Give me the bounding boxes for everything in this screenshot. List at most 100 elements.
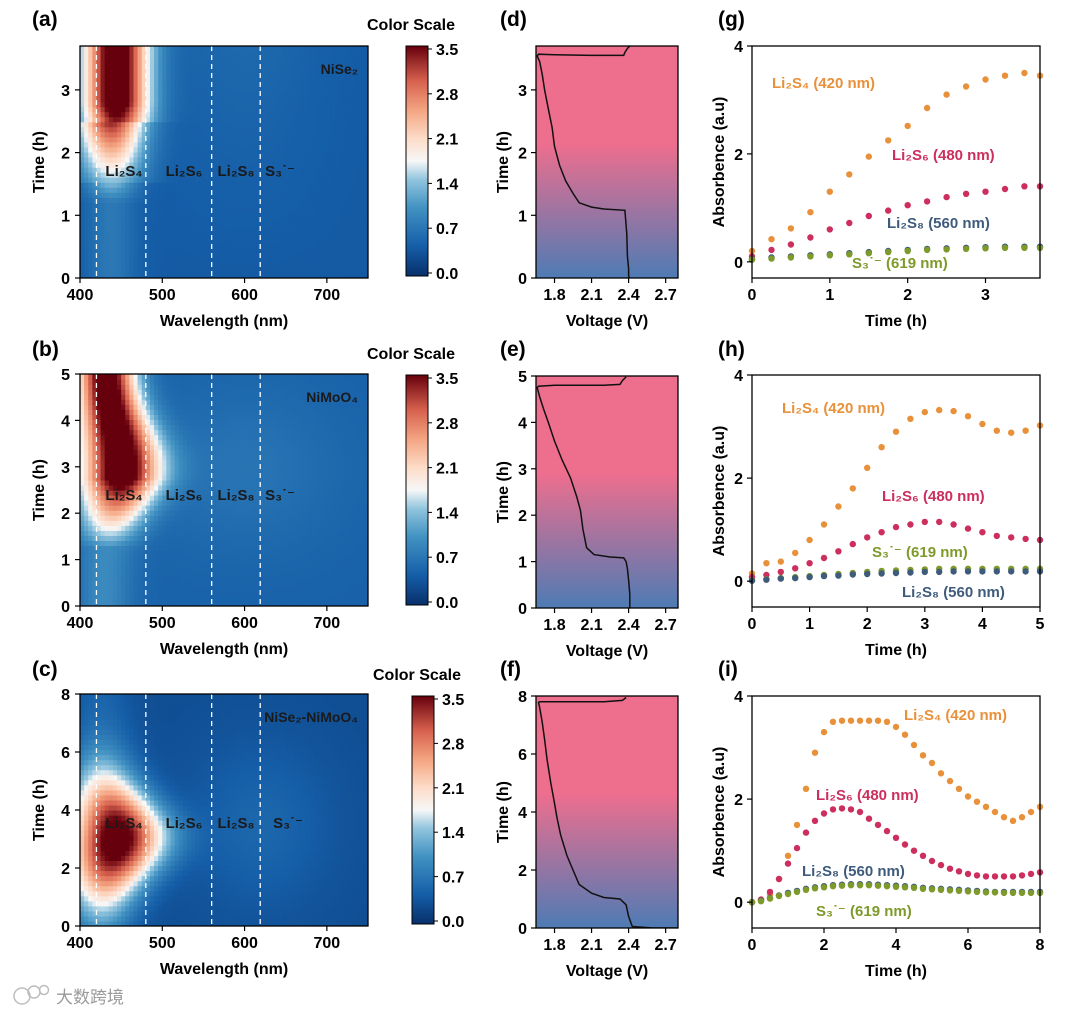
heatmap-cell	[219, 272, 225, 278]
heatmap-cell	[88, 207, 93, 214]
heatmap-cell	[191, 257, 196, 264]
heatmap-cell	[149, 177, 155, 183]
heatmap-cell	[285, 66, 291, 72]
heatmap-cell	[203, 187, 209, 193]
heatmap-cell	[211, 575, 217, 582]
heatmap-cell	[92, 394, 98, 400]
heatmap-cell	[108, 242, 114, 249]
heatmap-cell	[207, 505, 213, 511]
heatmap-cell	[149, 227, 155, 234]
heatmap-cell	[289, 116, 295, 123]
heatmap-cell	[162, 434, 167, 441]
heatmap-cell	[92, 51, 98, 57]
heatmap-cell	[141, 530, 147, 536]
heatmap-cell	[195, 182, 200, 188]
heatmap-cell	[178, 167, 184, 173]
heatmap-cell	[96, 444, 102, 451]
heatmap-cell	[224, 187, 229, 193]
heatmap-cell	[141, 247, 147, 254]
heatmap-cell	[244, 156, 250, 163]
heatmap-cell	[129, 439, 135, 446]
heatmap-cell	[244, 162, 250, 168]
heatmap-cell	[277, 101, 283, 108]
heatmap-cell	[359, 86, 365, 92]
heatmap-cell	[277, 162, 283, 168]
heatmap-cell	[191, 580, 196, 587]
heatmap-cell	[104, 192, 110, 198]
heatmap-cell	[215, 202, 221, 208]
heatmap-cell	[343, 46, 349, 52]
heatmap-cell	[298, 272, 303, 278]
heatmap-cell	[186, 454, 192, 461]
heatmap-cell	[100, 434, 106, 441]
heatmap-cell	[125, 242, 130, 249]
heatmap-cell	[265, 222, 270, 229]
heatmap-cell	[203, 590, 209, 597]
heatmap-cell	[207, 580, 213, 587]
heatmap-cell	[302, 101, 307, 108]
heatmap-cell	[215, 419, 221, 426]
heatmap-cell	[186, 126, 192, 133]
heatmap-cell	[326, 262, 332, 269]
heatmap-cell	[137, 177, 143, 183]
heatmap-cell	[80, 520, 85, 526]
heatmap-cell	[104, 535, 110, 542]
heatmap-cell	[96, 192, 102, 198]
heatmap-cell	[191, 520, 196, 526]
heatmap-cell	[191, 146, 196, 153]
heatmap-cell	[256, 131, 262, 138]
heatmap-cell	[215, 484, 221, 491]
heatmap-cell	[211, 86, 217, 92]
heatmap-cell	[318, 267, 324, 274]
heatmap-cell	[277, 212, 283, 219]
heatmap-cell	[232, 469, 237, 476]
heatmap-cell	[141, 575, 147, 582]
heatmap-cell	[112, 267, 118, 274]
heatmap-cell	[343, 212, 349, 219]
heatmap-cell	[219, 510, 225, 516]
heatmap-cell	[88, 121, 93, 128]
heatmap-cell	[289, 91, 295, 98]
heatmap-cell	[207, 590, 213, 597]
heatmap-cell	[351, 81, 357, 87]
heatmap-cell	[154, 570, 159, 577]
heatmap-cell	[125, 545, 130, 552]
heatmap-cell	[108, 111, 114, 118]
heatmap-cell	[228, 459, 233, 466]
heatmap-cell	[145, 227, 151, 234]
heatmap-cell	[195, 580, 200, 587]
heatmap-cell	[125, 500, 130, 506]
heatmap-cell	[232, 56, 237, 62]
heatmap-cell	[351, 202, 357, 208]
heatmap-cell	[174, 257, 180, 264]
heatmap-cell	[347, 162, 353, 168]
heatmap-cell	[207, 272, 213, 278]
heatmap-cell	[178, 404, 184, 410]
heatmap-cell	[343, 187, 349, 193]
heatmap-cell	[96, 600, 102, 606]
heatmap-cell	[256, 56, 262, 62]
heatmap-cell	[203, 545, 209, 552]
heatmap-cell	[199, 126, 205, 133]
heatmap-cell	[182, 111, 188, 118]
heatmap-cell	[141, 454, 147, 461]
heatmap-cell	[285, 197, 291, 203]
heatmap-cell	[314, 116, 320, 123]
heatmap-cell	[108, 469, 114, 476]
heatmap-cell	[240, 242, 246, 249]
heatmap-cell	[219, 469, 225, 476]
heatmap-cell	[224, 585, 229, 592]
heatmap-cell	[96, 46, 102, 52]
heatmap-cell	[351, 252, 357, 259]
heatmap-cell	[121, 136, 126, 143]
heatmap-cell	[108, 61, 114, 67]
heatmap-cell	[121, 212, 126, 219]
heatmap-cell	[162, 474, 167, 481]
heatmap-cell	[232, 212, 237, 219]
heatmap-cell	[219, 545, 225, 552]
heatmap-cell	[96, 550, 102, 557]
heatmap-cell	[154, 177, 159, 183]
heatmap-cell	[149, 247, 155, 254]
heatmap-cell	[166, 580, 172, 587]
heatmap-cell	[359, 252, 365, 259]
